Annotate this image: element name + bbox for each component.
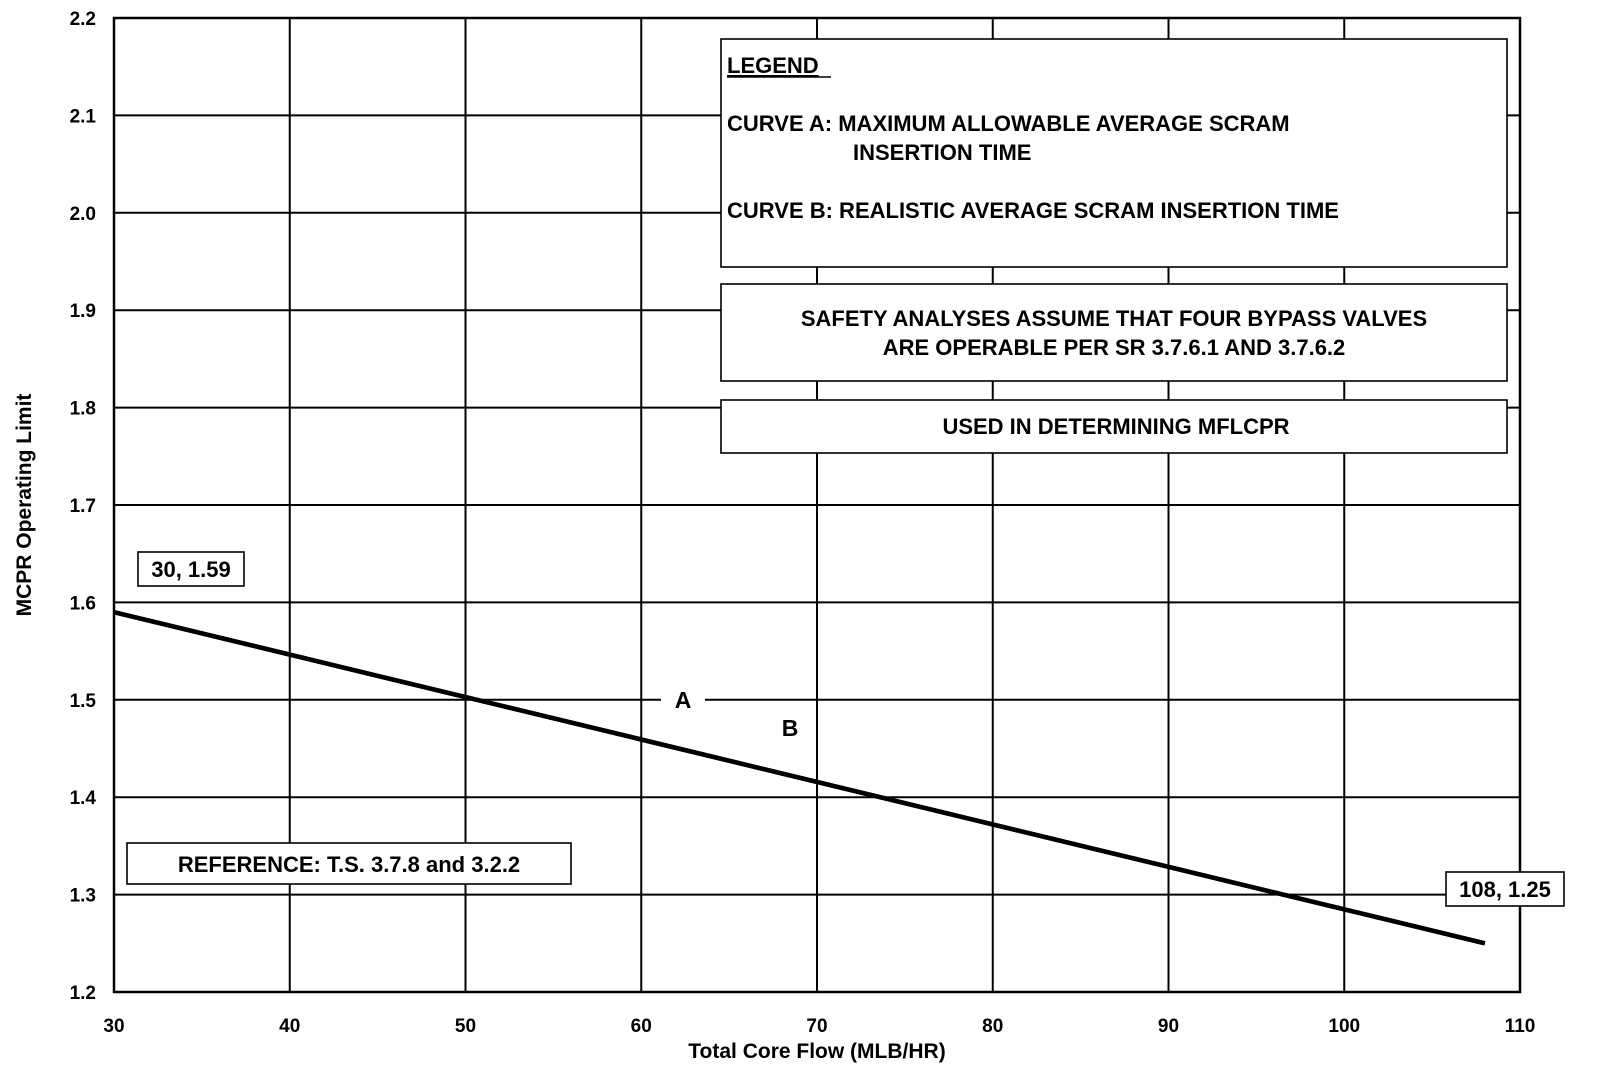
legend-curve-b: CURVE B: REALISTIC AVERAGE SCRAM INSERTI… [727, 198, 1339, 223]
x-tick-label: 100 [1328, 1016, 1360, 1037]
x-tick-label: 30 [103, 1016, 124, 1037]
y-tick-label: 1.4 [70, 788, 97, 809]
y-tick-label: 1.9 [70, 301, 96, 322]
x-tick-labels: 30 40 50 60 70 80 90 100 110 [103, 1016, 1535, 1037]
x-tick-label: 110 [1505, 1016, 1536, 1037]
legend-title: LEGEND [727, 53, 819, 78]
reference-text: REFERENCE: T.S. 3.7.8 and 3.2.2 [178, 852, 520, 877]
legend-frame [720, 38, 1508, 268]
y-tick-label: 2.2 [70, 9, 96, 30]
x-axis-label: Total Core Flow (MLB/HR) [688, 1040, 945, 1063]
x-tick-label: 60 [631, 1016, 652, 1037]
y-tick-label: 2.0 [70, 204, 96, 225]
series-group [113, 609, 1486, 946]
safety-note-line1: SAFETY ANALYSES ASSUME THAT FOUR BYPASS … [801, 306, 1427, 331]
mflcpr-note-box: USED IN DETERMINING MFLCPR [720, 399, 1508, 454]
y-tick-label: 1.6 [70, 593, 96, 614]
callout-start: 30, 1.59 [137, 551, 245, 587]
safety-note-line2: ARE OPERABLE PER SR 3.7.6.1 AND 3.7.6.2 [883, 335, 1346, 360]
safety-note-frame [720, 283, 1508, 382]
mflcpr-note-text: USED IN DETERMINING MFLCPR [942, 414, 1289, 439]
y-tick-label: 1.3 [70, 886, 96, 907]
legend-box: LEGEND CURVE A: MAXIMUM ALLOWABLE AVERAG… [720, 38, 1508, 268]
legend-curve-a-line1: CURVE A: MAXIMUM ALLOWABLE AVERAGE SCRAM [727, 111, 1290, 136]
y-tick-label: 1.8 [70, 399, 96, 420]
mflcpr-note-frame [720, 399, 1508, 454]
callout-start-frame [137, 551, 245, 587]
reference-frame [126, 842, 572, 885]
curve-a-label: A [675, 687, 692, 713]
safety-note-box: SAFETY ANALYSES ASSUME THAT FOUR BYPASS … [720, 283, 1508, 382]
y-axis-label: MCPR Operating Limit [13, 394, 36, 617]
x-tick-label: 80 [982, 1016, 1003, 1037]
y-tick-label: 1.5 [70, 691, 97, 712]
callout-start-text: 30, 1.59 [151, 557, 231, 582]
curve-b-label: B [782, 715, 799, 741]
x-tick-label: 90 [1158, 1016, 1179, 1037]
y-tick-label: 1.2 [70, 983, 96, 1004]
y-tick-label: 1.7 [70, 496, 96, 517]
x-tick-label: 70 [806, 1016, 827, 1037]
x-tick-label: 50 [455, 1016, 476, 1037]
curve-a-label-bg [661, 685, 705, 713]
legend-curve-a-line2: INSERTION TIME [853, 140, 1031, 165]
callout-end-text: 108, 1.25 [1459, 877, 1551, 902]
plot-frame [112, 16, 1522, 994]
callout-end: 108, 1.25 [1445, 871, 1565, 907]
y-tick-labels: 1.2 1.3 1.4 1.5 1.6 1.7 1.8 1.9 2.0 2.1 2.2 [70, 9, 97, 1004]
callout-end-frame [1445, 871, 1565, 907]
y-tick-label: 2.1 [70, 106, 97, 127]
reference-box: REFERENCE: T.S. 3.7.8 and 3.2.2 [126, 842, 572, 885]
x-tick-label: 40 [279, 1016, 300, 1037]
series-line-b [113, 609, 1486, 946]
